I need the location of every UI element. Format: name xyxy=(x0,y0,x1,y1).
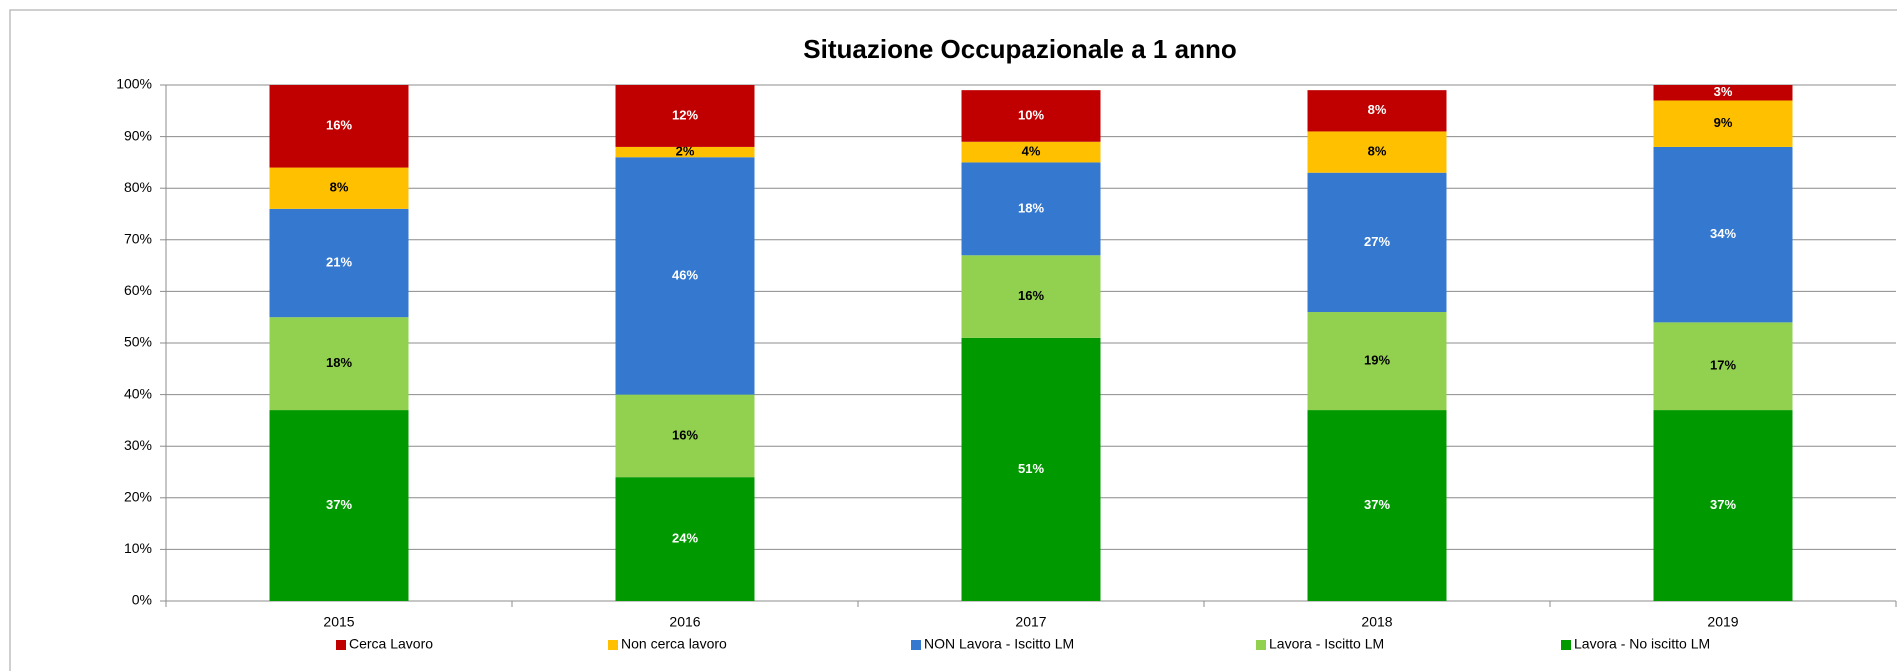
legend-swatch xyxy=(336,640,346,650)
bar-segment xyxy=(615,146,755,158)
legend-label: Non cerca lavoro xyxy=(621,636,727,652)
y-tick-label: 90% xyxy=(124,127,152,143)
bar-segment xyxy=(1307,312,1447,411)
data-label: 37% xyxy=(1364,497,1390,512)
data-label: 9% xyxy=(1714,115,1733,130)
legend-swatch xyxy=(608,640,618,650)
y-tick-label: 60% xyxy=(124,282,152,298)
bar-segment xyxy=(961,255,1101,338)
y-tick-label: 40% xyxy=(124,385,152,401)
data-label: 12% xyxy=(672,107,698,122)
bar-segment xyxy=(1307,131,1447,173)
data-label: 8% xyxy=(330,180,349,195)
bar-segment xyxy=(1653,100,1793,147)
data-label: 18% xyxy=(1018,200,1044,215)
bar-segment xyxy=(1307,172,1447,313)
data-label: 8% xyxy=(1368,144,1387,159)
data-label: 51% xyxy=(1018,461,1044,476)
data-label: 17% xyxy=(1710,358,1736,373)
x-tick-label: 2017 xyxy=(1015,614,1046,630)
bar-segment xyxy=(1307,90,1447,132)
bar-segment xyxy=(961,162,1101,256)
data-label: 27% xyxy=(1364,234,1390,249)
bar-segment xyxy=(1653,85,1793,101)
legend-swatch xyxy=(911,640,921,650)
data-label: 37% xyxy=(326,497,352,512)
x-tick-label: 2015 xyxy=(323,614,354,630)
y-tick-label: 30% xyxy=(124,437,152,453)
bar-segment xyxy=(269,208,409,318)
bar-segment xyxy=(615,477,755,601)
data-label: 10% xyxy=(1018,107,1044,122)
bar-segment xyxy=(269,410,409,601)
data-label: 2% xyxy=(676,144,695,159)
data-label: 21% xyxy=(326,254,352,269)
data-label: 8% xyxy=(1368,102,1387,117)
bar-segment xyxy=(961,337,1101,601)
bar-segment xyxy=(961,141,1101,163)
x-tick-label: 2019 xyxy=(1707,614,1738,630)
y-tick-label: 70% xyxy=(124,231,152,247)
data-label: 3% xyxy=(1714,84,1733,99)
y-tick-label: 10% xyxy=(124,540,152,556)
bar-segment xyxy=(615,85,755,147)
bar-segment xyxy=(269,317,409,411)
y-tick-label: 80% xyxy=(124,179,152,195)
bar-segment xyxy=(615,157,755,395)
x-tick-label: 2016 xyxy=(669,614,700,630)
data-label: 34% xyxy=(1710,226,1736,241)
bar-segment xyxy=(1653,146,1793,323)
bar-segment xyxy=(269,85,409,168)
y-tick-label: 0% xyxy=(132,592,152,608)
y-tick-label: 50% xyxy=(124,334,152,350)
x-tick-label: 2018 xyxy=(1361,614,1392,630)
data-label: 24% xyxy=(672,531,698,546)
data-label: 37% xyxy=(1710,497,1736,512)
data-label: 16% xyxy=(1018,288,1044,303)
legend-label: Cerca Lavoro xyxy=(349,636,433,652)
chart-title: Situazione Occupazionale a 1 anno xyxy=(803,34,1236,64)
legend-swatch xyxy=(1561,640,1571,650)
legend-swatch xyxy=(1256,640,1266,650)
bar-segment xyxy=(269,167,409,209)
legend-label: Lavora - No iscitto LM xyxy=(1574,636,1710,652)
legend-label: NON Lavora - Iscitto LM xyxy=(924,636,1074,652)
data-label: 18% xyxy=(326,355,352,370)
y-tick-label: 100% xyxy=(116,76,152,92)
data-label: 4% xyxy=(1022,144,1041,159)
data-label: 46% xyxy=(672,267,698,282)
bar-segment xyxy=(1653,410,1793,601)
bar-segment xyxy=(1653,322,1793,411)
data-label: 16% xyxy=(326,118,352,133)
data-label: 16% xyxy=(672,427,698,442)
bar-segment xyxy=(615,394,755,478)
bar-segment xyxy=(1307,410,1447,601)
legend-label: Lavora - Iscitto LM xyxy=(1269,636,1384,652)
y-tick-label: 20% xyxy=(124,489,152,505)
bar-segment xyxy=(961,90,1101,142)
data-label: 19% xyxy=(1364,352,1390,367)
